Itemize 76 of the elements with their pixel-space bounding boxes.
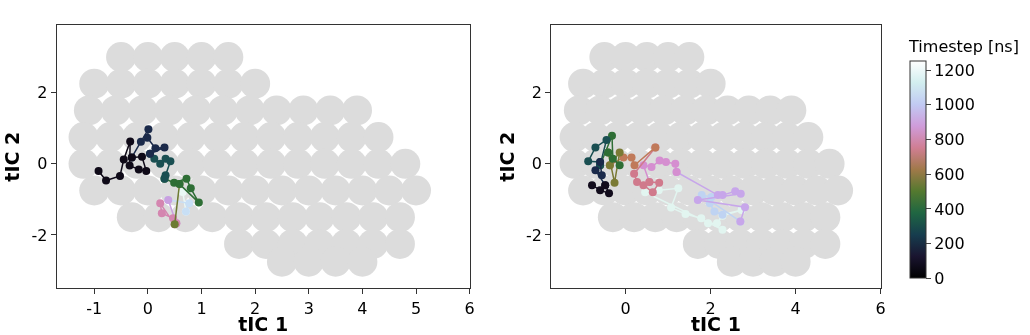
point <box>126 137 135 146</box>
x-tick-label: 4 <box>790 298 801 318</box>
point <box>182 174 191 183</box>
point <box>588 181 597 190</box>
point <box>655 178 664 187</box>
point <box>633 177 642 186</box>
x-tick-label: 5 <box>410 298 422 318</box>
point <box>736 189 745 198</box>
point <box>647 163 656 171</box>
point <box>671 159 680 168</box>
point <box>125 161 134 170</box>
x-tick-label: 0 <box>142 298 153 318</box>
point <box>693 196 702 205</box>
point <box>144 125 153 134</box>
x-tick-label: 6 <box>875 298 886 318</box>
color-bar-label: 200 <box>934 234 965 254</box>
point <box>661 158 670 167</box>
x-tick-label: 0 <box>620 298 631 318</box>
x-tick-label: 1 <box>196 298 207 318</box>
color-bar-label: 400 <box>934 199 965 219</box>
point <box>116 171 124 180</box>
color-bar-label: 600 <box>934 164 965 184</box>
point <box>639 181 648 190</box>
point <box>710 207 719 216</box>
point <box>741 203 750 212</box>
point <box>584 157 593 166</box>
point <box>102 176 111 185</box>
point <box>610 178 619 187</box>
color-bar-label: 1000 <box>934 95 975 115</box>
x-tick-label: 4 <box>357 298 368 318</box>
point <box>648 188 657 197</box>
point <box>142 166 151 175</box>
point <box>151 144 160 153</box>
point <box>143 133 152 142</box>
point <box>605 189 614 198</box>
color-bar-label: 1200 <box>934 60 975 80</box>
point <box>136 137 145 146</box>
y-axis-title: tIC 2 <box>1 131 24 182</box>
point <box>608 131 616 140</box>
y-axis-title: tIC 2 <box>495 131 518 182</box>
point <box>119 155 128 164</box>
color-bar-title: Timestep [ns] <box>908 36 1019 56</box>
point <box>94 166 103 175</box>
x-tick-label: 6 <box>464 298 475 318</box>
point <box>681 209 690 218</box>
color-bar-label: 800 <box>934 130 965 150</box>
point <box>674 184 683 193</box>
point <box>185 199 194 208</box>
y-tick-label: 0 <box>531 154 543 174</box>
point <box>718 225 727 234</box>
point <box>591 143 600 152</box>
point <box>591 166 600 175</box>
point <box>712 219 721 228</box>
point <box>186 184 195 193</box>
x-tick-label: -1 <box>86 298 103 318</box>
point <box>137 152 146 161</box>
point <box>602 135 611 144</box>
point <box>704 219 713 228</box>
point <box>630 169 639 178</box>
point <box>194 198 203 207</box>
point <box>166 157 175 166</box>
point <box>597 171 606 180</box>
y-tick-label: -2 <box>31 225 48 245</box>
point <box>615 148 624 157</box>
y-tick-label: 0 <box>37 154 48 174</box>
point <box>608 154 617 163</box>
point <box>667 203 676 212</box>
x-tick-label: 3 <box>303 298 314 318</box>
y-tick-label: -2 <box>526 225 543 245</box>
point <box>134 165 143 174</box>
point <box>156 199 165 208</box>
y-tick-label: 2 <box>37 83 48 103</box>
point <box>160 143 169 152</box>
y-tick-label: 2 <box>531 83 543 103</box>
point <box>627 153 636 162</box>
color-bar-label: 0 <box>934 268 945 288</box>
